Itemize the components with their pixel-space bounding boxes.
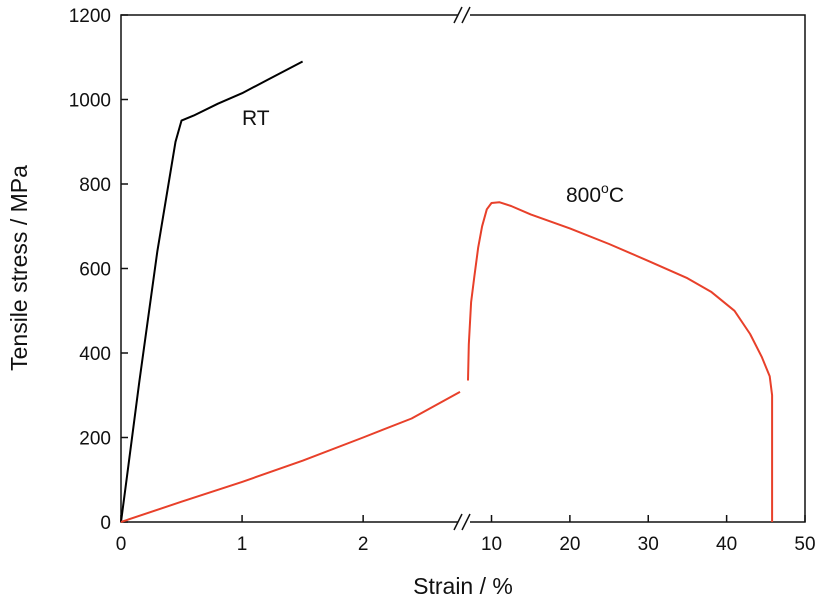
x-tick-label: 1 [237,534,248,555]
axis-break-slash [461,513,471,531]
y-tick-label: 200 [79,429,111,450]
series-line-800c-part-2 [467,201,774,522]
x-tick-label: 30 [638,534,659,555]
x-tick-label: 50 [794,534,815,555]
y-axis-title: Tensile stress / MPa [6,165,32,371]
x-tick-label: 20 [559,534,580,555]
series-line-800c-part-1 [120,391,461,523]
x-tick-label: 2 [358,534,369,555]
x-tick-label: 10 [481,534,502,555]
x-tick-label: 0 [116,534,127,555]
series-line-rt [120,60,304,523]
axis-break-marks [453,6,471,531]
series-layer [120,60,774,523]
y-tick-label: 1200 [69,6,111,27]
annotation-800c-number: 800 [566,184,601,207]
x-axis-title: Strain / % [413,573,513,599]
x-axis-ticks: 0 1 2 10 20 30 40 50 [116,515,816,555]
annotation-800c-degree: o [601,180,609,196]
plot-frame [120,14,806,523]
x-tick-label: 40 [716,534,737,555]
y-tick-label: 800 [79,175,111,196]
annotation-800c: 800oC [566,180,624,207]
y-axis-ticks: 0 200 400 600 800 1000 1200 [69,6,128,534]
y-tick-label: 1000 [69,91,111,112]
axis-break-slash [453,513,463,531]
axis-break-slash [461,6,471,24]
y-tick-label: 600 [79,260,111,281]
y-tick-label: 400 [79,344,111,365]
y-tick-label: 0 [100,513,111,534]
axis-break-slash [453,6,463,24]
annotation-rt: RT [242,107,270,130]
annotation-800c-unit: C [609,184,624,207]
